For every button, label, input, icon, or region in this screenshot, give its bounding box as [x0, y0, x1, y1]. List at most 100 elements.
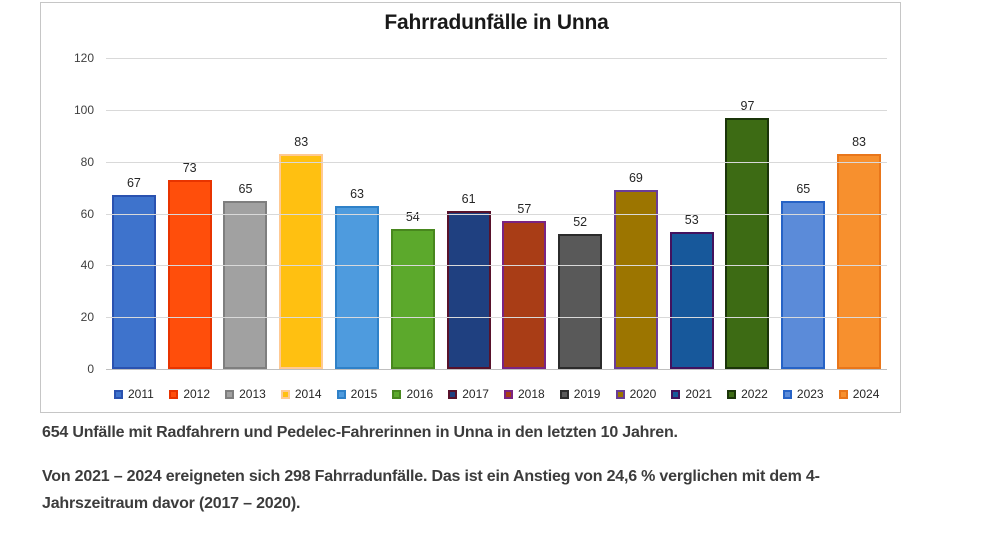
bar-2022: [725, 117, 770, 369]
x-axis-line: [106, 369, 887, 370]
bar-2021: [669, 231, 714, 369]
bar-slot-2012: 73: [162, 58, 218, 369]
legend-marker-icon: [280, 389, 290, 399]
legend-label: 2021: [685, 387, 713, 401]
bar-slot-2020: 69: [608, 58, 664, 369]
bar-slot-2018: 57: [496, 58, 552, 369]
bar-2014: [279, 153, 324, 369]
bar-2017: [446, 210, 491, 369]
bar-2019: [558, 234, 603, 369]
legend-marker-icon: [169, 389, 179, 399]
chart-title: Fahrradunfälle in Unna: [384, 11, 609, 34]
bar-value-label: 57: [517, 202, 532, 217]
caption-line-2: Von 2021 – 2024 ereigneten sich 298 Fahr…: [42, 463, 982, 517]
bar-value-label: 54: [405, 210, 420, 225]
legend-label: 2016: [406, 387, 434, 401]
legend-label: 2015: [350, 387, 378, 401]
bar-2020: [613, 190, 658, 369]
caption-line-1: 654 Unfälle mit Radfahrern und Pedelec-F…: [42, 424, 678, 441]
bar-slot-2015: 63: [329, 58, 385, 369]
legend-item-2019: 2019: [552, 387, 608, 401]
bar-2016: [390, 229, 435, 369]
gridline: [106, 109, 887, 111]
legend-item-2024: 2024: [831, 387, 887, 401]
legend-marker-icon: [336, 389, 346, 399]
legend-marker-icon: [113, 389, 123, 399]
legend-marker-icon: [504, 389, 513, 399]
gridline: [106, 58, 887, 59]
y-axis-tick-label: 40: [80, 258, 94, 273]
gridline: [106, 161, 887, 163]
legend-item-2021: 2021: [664, 387, 720, 401]
bar-value-label: 52: [573, 215, 588, 230]
bar-value-label: 67: [126, 176, 141, 191]
legend-marker-icon: [448, 389, 458, 399]
bar-slot-2013: 65: [218, 58, 274, 369]
bar-value-label: 63: [350, 186, 364, 201]
bar-slot-2011: 67: [106, 58, 162, 369]
legend-item-2020: 2020: [608, 387, 664, 401]
bar-slot-2022: 97: [720, 58, 776, 369]
y-axis-tick-label: 20: [80, 310, 94, 325]
bar-2018: [502, 221, 547, 369]
legend: 2011 2012 2013 2014 2015 2016 2017 2018 2019 2020…: [106, 387, 887, 401]
bar-slot-2017: 61: [441, 58, 497, 369]
legend-item-2017: 2017: [441, 387, 497, 401]
gridline: [106, 265, 887, 267]
bar-2015: [335, 205, 380, 369]
legend-label: 2023: [796, 387, 824, 401]
legend-marker-icon: [615, 389, 625, 399]
y-axis-tick-label: 0: [87, 362, 94, 376]
bar-2023: [781, 200, 826, 369]
bar-value-label: 65: [238, 181, 253, 196]
legend-label: 2022: [741, 387, 768, 401]
bar-2024: [837, 153, 882, 369]
gridline: [106, 317, 887, 319]
legend-marker-icon: [671, 389, 681, 399]
y-axis-tick-label: 80: [80, 154, 94, 169]
bars: 67 73 65 83 63 54 61 57 52 69 53 97 65 83: [106, 58, 887, 369]
bar-value-label: 65: [796, 181, 811, 196]
legend-label: 2014: [294, 387, 322, 401]
y-axis-tick-label: 120: [73, 51, 94, 65]
chart-frame: Fahrradunfälle in Unna 67 73 65 83 63 54 61 57 5…: [40, 2, 901, 413]
legend-marker-icon: [838, 389, 848, 399]
bar-2012: [167, 179, 212, 369]
legend-label: 2020: [629, 387, 657, 401]
legend-label: 2017: [462, 387, 489, 401]
bar-slot-2023: 65: [775, 58, 831, 369]
legend-item-2022: 2022: [720, 387, 776, 401]
bar-2013: [223, 200, 268, 369]
y-axis-tick-label: 60: [80, 206, 94, 221]
legend-label: 2012: [183, 387, 211, 401]
bar-slot-2019: 52: [552, 58, 608, 369]
legend-marker-icon: [559, 389, 569, 399]
legend-marker-icon: [392, 389, 402, 399]
legend-label: 2019: [573, 387, 601, 401]
bar-2011: [111, 195, 156, 369]
caption-line-2a: Von 2021 – 2024 ereigneten sich 298 Fahr…: [42, 468, 820, 485]
legend-item-2015: 2015: [329, 387, 385, 401]
legend-label: 2011: [127, 387, 154, 401]
legend-label: 2013: [239, 387, 266, 401]
bar-slot-2021: 53: [664, 58, 720, 369]
bar-value-label: 73: [182, 160, 197, 175]
legend-label: 2018: [518, 387, 545, 401]
legend-item-2018: 2018: [496, 387, 552, 401]
legend-marker-icon: [727, 389, 737, 399]
legend-marker-icon: [225, 389, 235, 399]
bar-value-label: 61: [461, 191, 476, 206]
bar-value-label: 53: [684, 212, 699, 227]
legend-marker-icon: [782, 389, 792, 399]
y-axis-tick-label: 100: [73, 102, 94, 117]
gridline: [106, 213, 887, 215]
bar-value-label: 83: [852, 134, 866, 149]
bar-value-label: 69: [628, 171, 643, 186]
legend-item-2014: 2014: [273, 387, 329, 401]
legend-label: 2024: [852, 387, 880, 401]
bar-value-label: 83: [294, 134, 309, 149]
caption-block: 654 Unfälle mit Radfahrern und Pedelec-F…: [42, 424, 982, 517]
legend-item-2016: 2016: [385, 387, 441, 401]
bar-slot-2014: 83: [273, 58, 329, 369]
caption-line-2b: Jahrszeitraum davor (2017 – 2020).: [42, 495, 301, 512]
